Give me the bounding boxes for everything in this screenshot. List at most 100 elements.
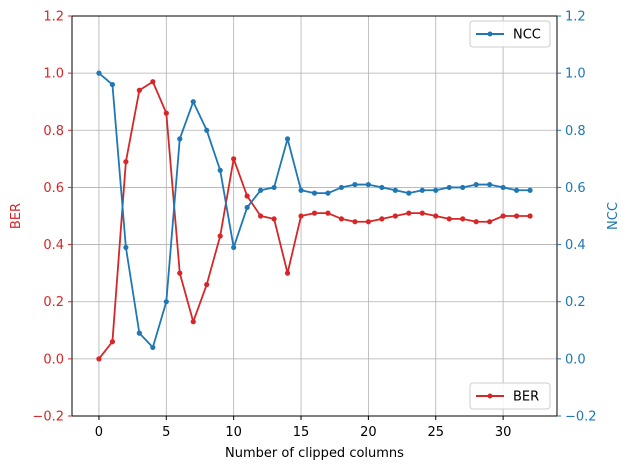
right-y-tick-label: −0.2 [565, 410, 597, 425]
grid [72, 15, 557, 417]
ber-data-point [150, 79, 156, 85]
ber-data-point [177, 270, 183, 276]
ncc-data-point [352, 181, 358, 188]
ber-data-point [392, 213, 398, 219]
ncc-data-point [500, 184, 506, 191]
ber-data-point [419, 210, 425, 216]
left-y-tick-label: −0.2 [32, 410, 64, 425]
ncc-data-point [392, 187, 398, 193]
ncc-data-point [123, 244, 129, 251]
x-tick-label: 0 [95, 425, 103, 440]
ncc-data-point [433, 187, 439, 193]
right-y-tick-label: 0.8 [565, 124, 586, 139]
ber-data-point [446, 216, 452, 222]
right-y-tick-label: 0.6 [565, 181, 586, 196]
ber-data-point [527, 213, 533, 219]
x-tick-label: 15 [293, 425, 310, 440]
series-layer [96, 70, 533, 362]
ber-data-point [217, 233, 223, 239]
right-y-tick-label: 0.4 [565, 238, 586, 253]
ber-data-point [231, 156, 237, 162]
ber-data-point [284, 270, 291, 276]
left-y-tick-label: 1.0 [43, 67, 64, 82]
x-tick-label: 10 [225, 425, 242, 440]
ncc-data-point [190, 99, 196, 105]
ncc-data-point [244, 204, 250, 211]
legend-ber-label: BER [513, 390, 539, 405]
x-axis-label: Number of clipped columns [225, 446, 404, 461]
ber-data-point [298, 213, 304, 219]
left-y-tick-label: 0.8 [43, 124, 64, 139]
right-y-tick-label: 1.0 [565, 67, 586, 82]
left-y-tick-label: 0.2 [43, 295, 64, 310]
legend-ber: BER [469, 382, 551, 410]
legend-ber-marker-sample [487, 393, 493, 399]
ncc-data-point [338, 184, 345, 191]
axes: 0 5 10 15 20 25 30 −0.2 0.0 0.2 0.4 0.6 0.8 1.0 1.2 −0.… [32, 10, 596, 441]
legend-ber-frame [469, 382, 551, 410]
ncc-data-point [365, 181, 371, 188]
ber-data-point [379, 216, 385, 222]
ber-data-point [244, 193, 250, 199]
ber-data-point [365, 219, 371, 225]
ber-data-point [460, 216, 466, 222]
ber-data-point [96, 356, 102, 362]
ber-data-point [163, 110, 169, 116]
legend-ncc-label: NCC [513, 28, 541, 43]
left-y-tick-label: 0.6 [43, 181, 64, 196]
plot-frame [71, 15, 558, 417]
ber-data-point [500, 213, 506, 219]
ncc-data-point [136, 330, 142, 336]
ber-data-point [190, 319, 196, 325]
ncc-data-point [163, 299, 169, 305]
left-y-tick-label: 0.0 [43, 352, 64, 367]
x-tick-label: 20 [360, 425, 377, 440]
ncc-data-point [177, 136, 183, 142]
ncc-data-point [298, 187, 304, 193]
ber-data-point [352, 219, 358, 225]
ber-data-point [487, 219, 493, 225]
ber-data-point [338, 216, 345, 222]
ber-data-point [325, 210, 331, 216]
ncc-data-point [473, 181, 479, 188]
ncc-data-point [150, 344, 156, 351]
x-tick-label: 5 [162, 425, 170, 440]
ber-data-point [513, 213, 520, 219]
ncc-data-point [217, 167, 223, 173]
ncc-data-point [513, 187, 520, 193]
ncc-data-point [325, 190, 331, 196]
ncc-data-point [406, 190, 412, 196]
ber-data-point [109, 339, 116, 345]
ber-data-point [406, 210, 412, 216]
ncc-data-point [258, 187, 264, 193]
ncc-data-point [96, 70, 102, 76]
legend-ncc-frame [469, 20, 551, 48]
ber-series-line [98, 80, 531, 360]
ber-data-point [271, 216, 277, 222]
ncc-data-point [284, 136, 291, 142]
ncc-data-point [109, 81, 116, 88]
ncc-data-point [271, 184, 277, 191]
ber-data-point [433, 213, 439, 219]
ncc-data-point [231, 244, 237, 251]
left-y-axis-label: BER [9, 203, 24, 229]
ber-data-point [123, 159, 129, 165]
left-y-tick-label: 0.4 [43, 238, 64, 253]
ncc-series-line [98, 72, 531, 349]
ncc-data-point [487, 181, 493, 188]
right-y-tick-label: 0.0 [565, 352, 586, 367]
right-y-tick-label: 0.2 [565, 295, 586, 310]
left-y-tick-label: 1.2 [43, 10, 64, 25]
x-tick-label: 30 [495, 425, 512, 440]
ber-data-point [204, 281, 210, 288]
ber-data-point [258, 213, 264, 219]
ber-data-point [136, 87, 142, 93]
legend-ncc-marker-sample [487, 31, 493, 37]
x-tick-label: 25 [427, 425, 444, 440]
ncc-data-point [446, 184, 452, 191]
ber-data-point [311, 210, 318, 216]
ber-data-point [473, 219, 479, 225]
legend-ncc: NCC [469, 20, 551, 48]
